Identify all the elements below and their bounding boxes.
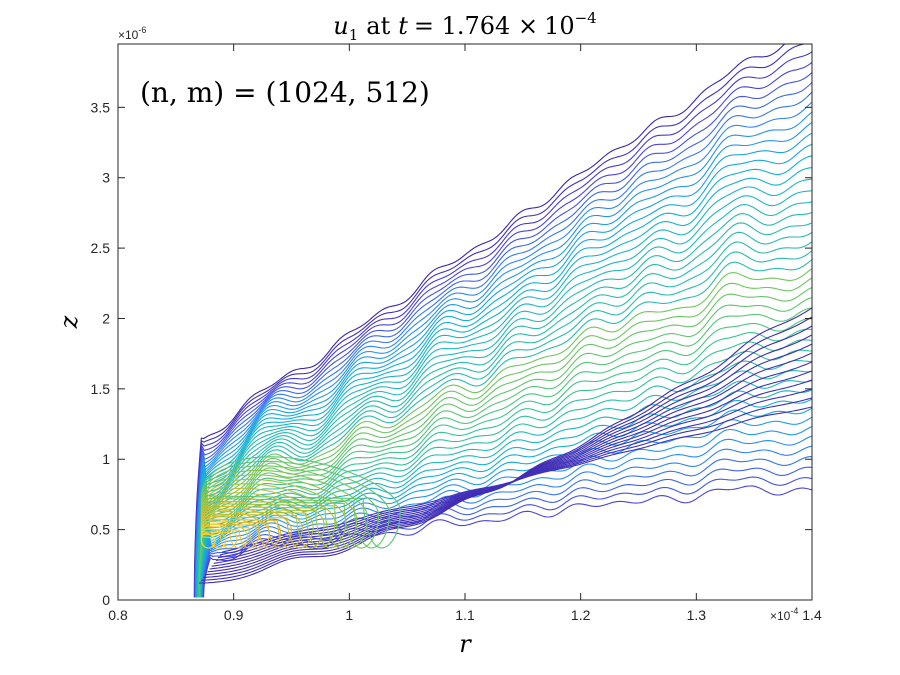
y-tick-label: 3 xyxy=(102,170,110,186)
x-tick-label: 1.1 xyxy=(455,607,475,623)
contour-line xyxy=(196,167,812,598)
contour-line xyxy=(202,466,812,598)
contour-line xyxy=(200,388,812,598)
contour-line xyxy=(200,379,812,598)
contour-lines xyxy=(193,44,812,598)
contour-line xyxy=(196,178,812,598)
y-tick-label: 1.5 xyxy=(91,381,111,397)
y-tick-label: 1 xyxy=(102,451,110,467)
contour-line xyxy=(197,240,812,598)
contour-line xyxy=(199,307,812,598)
contour-line xyxy=(193,44,786,598)
x-tick-label: 0.9 xyxy=(224,607,244,623)
contour-line xyxy=(195,91,812,598)
contour-line xyxy=(201,425,812,598)
y-tick-label: 2.5 xyxy=(91,240,111,256)
contour-line xyxy=(197,222,812,598)
grid-size-annotation: (n, m) = (1024, 512) xyxy=(140,76,430,109)
contour-line xyxy=(198,277,812,598)
contour-line xyxy=(198,258,812,598)
x-axis: 0.8 0.9 1 1.1 1.2 1.3 1.4 xyxy=(108,44,822,623)
contour-line xyxy=(217,388,812,559)
contour-line xyxy=(198,250,812,598)
chart-title: u1 at t = 1.764 × 10−4 xyxy=(333,9,596,44)
contour-line xyxy=(195,101,812,598)
contour-line xyxy=(196,190,812,598)
x-tick-label: 1.4 xyxy=(802,607,822,623)
x-tick-label: 1.2 xyxy=(571,607,591,623)
x-axis-label: r xyxy=(459,630,472,658)
contour-line xyxy=(196,143,812,598)
contour-line xyxy=(200,532,216,549)
contour-line xyxy=(197,201,812,598)
contour-line xyxy=(194,51,812,598)
y-tick-label: 0 xyxy=(102,592,110,608)
contour-line xyxy=(202,445,812,598)
x-tick-label: 1 xyxy=(345,607,353,623)
y-axis-multiplier: ×10-6 xyxy=(118,25,146,42)
x-tick-label: 0.8 xyxy=(108,607,128,623)
contour-line xyxy=(198,287,812,598)
contour-line xyxy=(196,155,812,598)
y-axis: 0 0.5 1 1.5 2 2.5 3 3.5 xyxy=(91,99,812,608)
contour-line xyxy=(201,407,812,598)
contour-line xyxy=(193,44,806,598)
y-tick-label: 2 xyxy=(102,310,110,326)
y-axis-label: z xyxy=(55,315,83,329)
contour-line xyxy=(221,406,812,553)
x-axis-multiplier: ×10-4 xyxy=(770,606,798,623)
contour-line xyxy=(195,132,812,598)
contour-line xyxy=(197,231,812,598)
contour-line xyxy=(200,349,812,598)
contour-line xyxy=(200,359,812,598)
x-tick-label: 1.3 xyxy=(687,607,707,623)
contour-line xyxy=(202,456,812,598)
contour-line xyxy=(195,111,812,598)
contour-line xyxy=(201,398,812,598)
contour-line xyxy=(195,121,812,598)
contour-line xyxy=(194,61,812,598)
contour-line xyxy=(197,211,812,598)
contour-line xyxy=(199,339,812,598)
contour-line xyxy=(199,318,812,598)
contour-line xyxy=(194,81,812,598)
contour-line xyxy=(199,328,812,598)
contour-line xyxy=(198,268,812,598)
contour-line xyxy=(199,297,812,598)
contour-line xyxy=(194,71,812,598)
contour-line xyxy=(202,435,812,598)
y-tick-label: 0.5 xyxy=(91,522,111,538)
y-tick-label: 3.5 xyxy=(91,99,111,115)
